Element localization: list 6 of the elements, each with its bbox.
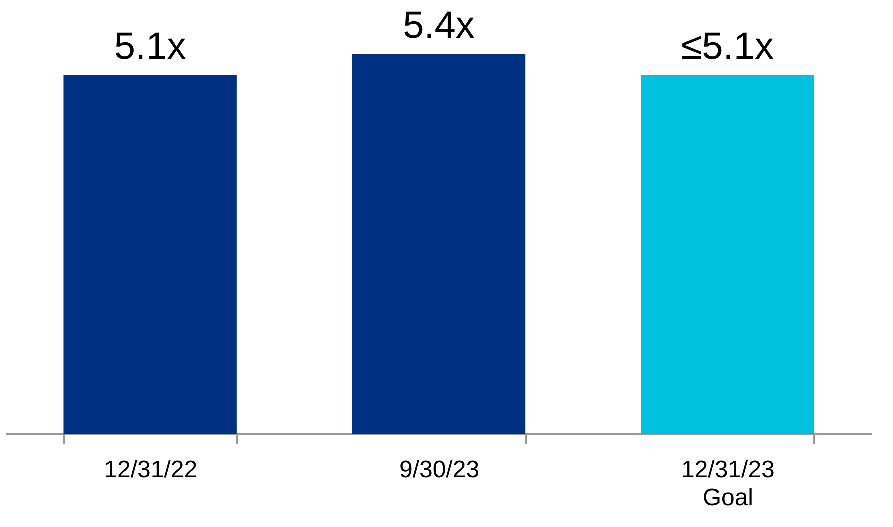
data-label: 5.1x — [114, 26, 186, 68]
data-label: ≤5.1x — [681, 26, 774, 68]
x-tick-label: 9/30/23 — [399, 456, 480, 484]
x-tick-label: 12/31/23 Goal — [681, 456, 775, 512]
data-label: 5.4x — [403, 5, 475, 47]
x-tick-label: 12/31/22 — [104, 456, 198, 484]
